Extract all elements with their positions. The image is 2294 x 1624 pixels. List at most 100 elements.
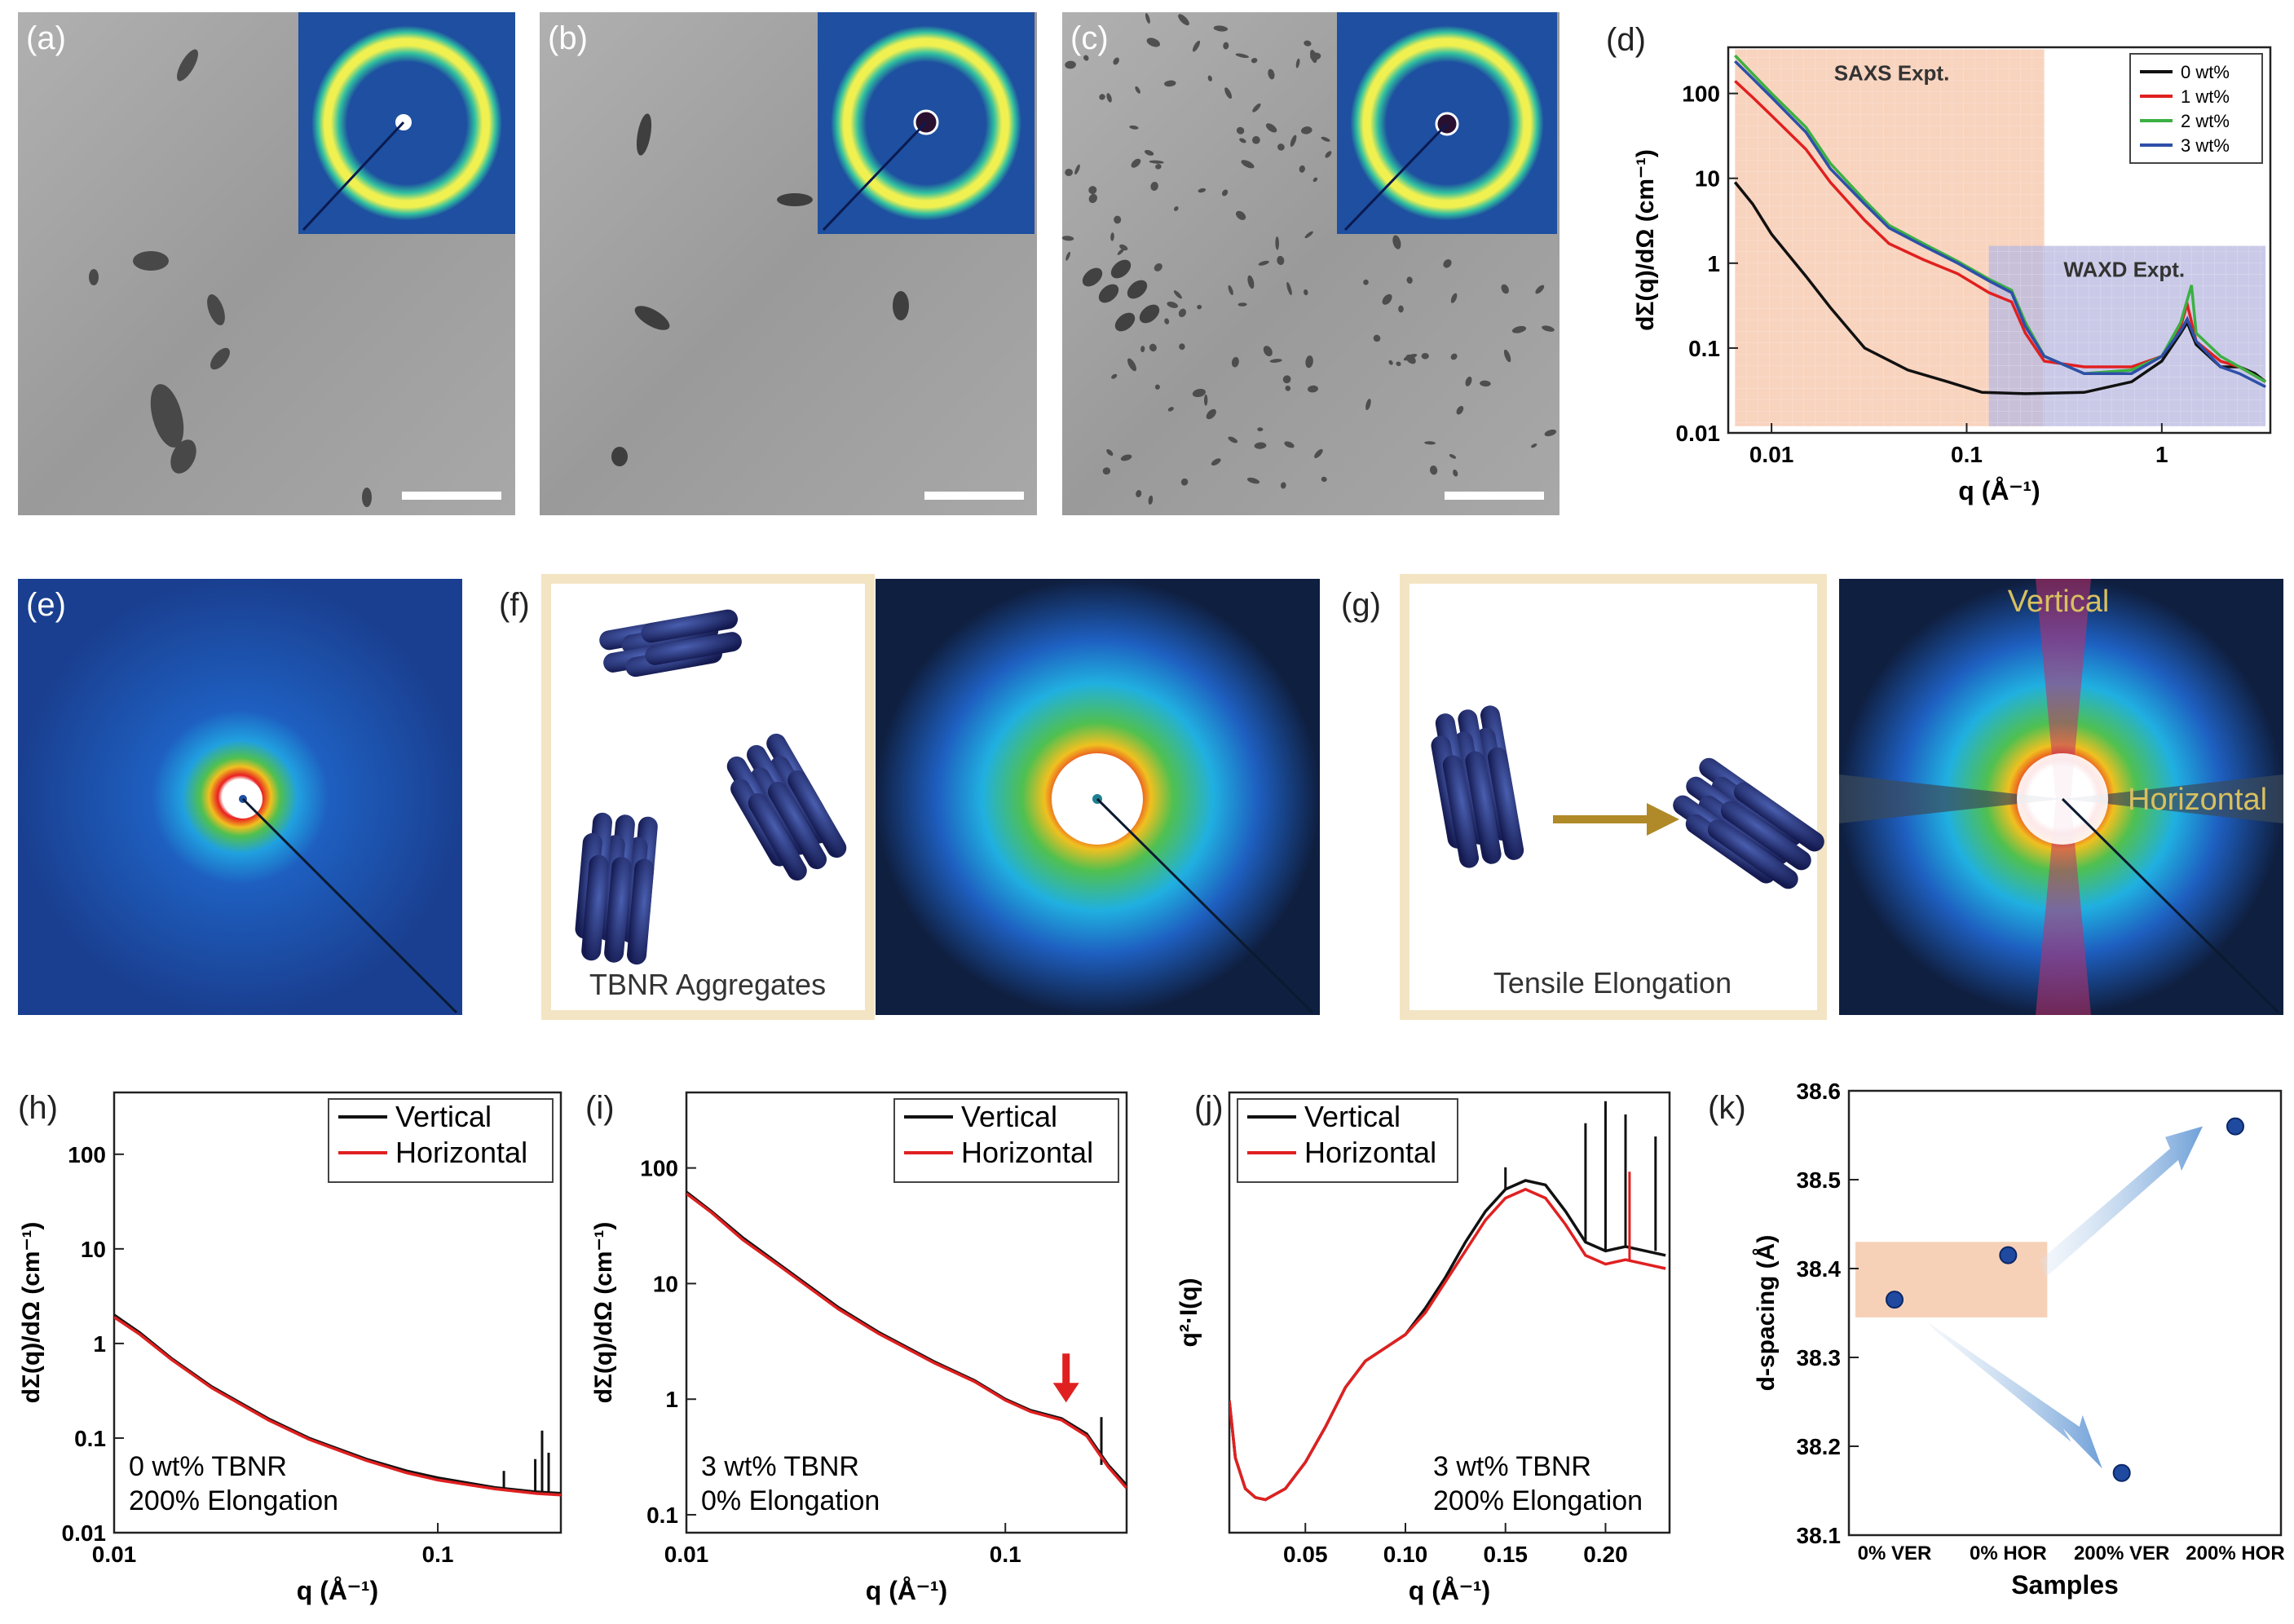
caption-tensile-elongation: Tensile Elongation	[1493, 966, 1732, 1000]
tem-particle	[1113, 57, 1119, 65]
trend-arrow-up	[2040, 1126, 2203, 1278]
tem-particle	[1140, 346, 1145, 353]
tem-particle	[1136, 490, 1142, 497]
tem-particle	[1388, 360, 1393, 365]
tem-particle	[1065, 251, 1070, 261]
tem-particle	[1450, 353, 1458, 360]
series-line-vertical	[686, 1190, 1127, 1486]
tem-particle	[1252, 135, 1260, 144]
tem-particles-a	[89, 49, 372, 507]
legend-label: Horizontal	[395, 1136, 527, 1169]
tem-particle	[1207, 75, 1212, 82]
tem-particle	[1131, 158, 1141, 168]
feature-arrow-head	[1052, 1383, 1079, 1403]
tem-particle	[1275, 236, 1280, 250]
tem-particle	[1239, 138, 1246, 143]
legend-label: 0 wt%	[2181, 62, 2230, 82]
tem-particle	[1406, 276, 1413, 284]
panel-label-j: (j)	[1194, 1090, 1224, 1126]
tem-particle	[1301, 126, 1312, 135]
legend-label: 1 wt%	[2181, 86, 2230, 107]
y-tick-label: 0.1	[1688, 336, 1720, 361]
tem-particle	[1197, 304, 1202, 310]
nanorod	[604, 857, 632, 963]
tem-particle	[1263, 346, 1273, 357]
tem-particle	[1392, 235, 1401, 249]
plot-frame	[1228, 1091, 1671, 1534]
panel-label-e: (e)	[26, 587, 66, 623]
tem-particles-b	[611, 113, 909, 466]
tem-particle	[1178, 308, 1186, 317]
y-axis-label: d-spacing (Å)	[1753, 1235, 1780, 1392]
y-tick-label: 1	[1707, 251, 1720, 276]
tem-aggregate	[1114, 312, 1136, 332]
annotation-text: 3 wt% TBNR	[701, 1451, 859, 1482]
plot-frame	[112, 1091, 562, 1534]
tem-particle	[1173, 290, 1182, 299]
trend-arrow-down	[1927, 1322, 2102, 1469]
tem-particle	[1277, 255, 1285, 266]
nanorod	[1720, 801, 1811, 871]
y-tick-label: 100	[640, 1156, 678, 1181]
y-tick-label: 0.1	[646, 1503, 678, 1528]
legend-box	[893, 1098, 1119, 1183]
series-line-horizontal	[114, 1316, 561, 1497]
scale-bar-b	[924, 492, 1024, 500]
x-tick-label: 0.1	[1951, 442, 1983, 467]
x-axis-label: q (Å⁻¹)	[1409, 1576, 1490, 1605]
scale-bar-c	[1445, 492, 1544, 500]
tem-particle	[1277, 143, 1285, 151]
tem-particle	[1284, 441, 1295, 448]
x-tick-label: 0.20	[1583, 1542, 1628, 1567]
y-tick-label: 10	[653, 1271, 678, 1296]
tem-particle	[1111, 373, 1118, 379]
x-tick-label: 0.15	[1483, 1542, 1528, 1567]
tem-particle	[1251, 58, 1258, 64]
x-category-label: 0% HOR	[1970, 1542, 2047, 1564]
beamstop-arm-f	[1096, 797, 1314, 1014]
caption-tbnr-aggregates: TBNR Aggregates	[589, 968, 826, 1001]
nanorod	[748, 792, 807, 881]
tem-particle	[1174, 206, 1179, 211]
x-tick-label: 1	[2155, 442, 2168, 467]
scale-bar-a	[402, 492, 501, 500]
tem-particle	[1222, 189, 1229, 196]
tem-particle	[1280, 482, 1286, 489]
tem-particle	[1286, 281, 1292, 296]
tem-particle	[1231, 356, 1239, 368]
tem-particle	[1061, 236, 1074, 241]
tem-particle	[1535, 285, 1545, 294]
tem-particle	[1429, 466, 1438, 475]
x-tick-label: 0.01	[92, 1542, 137, 1567]
legend-label: Vertical	[1304, 1100, 1401, 1133]
tem-particle	[1325, 151, 1332, 158]
y-tick-label: 38.2	[1797, 1434, 1842, 1459]
series-line-3-wt-	[1734, 60, 2266, 388]
tem-particle	[1241, 160, 1255, 169]
tensile-elongation-illustration	[1431, 705, 1824, 889]
label-horizontal: Horizontal	[2128, 783, 2267, 817]
beamstop-arm-a	[302, 121, 405, 232]
tem-particle	[1254, 442, 1267, 449]
plot-frame	[1847, 1089, 2283, 1537]
annotation-text: 0% Elongation	[701, 1485, 880, 1516]
tem-particle	[1198, 188, 1207, 193]
nanorod	[641, 609, 739, 643]
tem-particle	[1305, 355, 1313, 368]
elongation-arrow-head	[1647, 803, 1679, 836]
tem-particle	[1088, 193, 1097, 204]
tem-particle	[1321, 136, 1330, 142]
tem-particle	[1145, 13, 1150, 24]
annotation-text: 0 wt% TBNR	[129, 1451, 287, 1482]
region-label: WAXD Expt.	[2063, 258, 2185, 282]
tem-particle	[1164, 80, 1176, 87]
panel-label-f: (f)	[499, 587, 530, 623]
chart-d: (d) SAXS Expt. WAXD Expt. 0.01 0.1 1 0.01 0.1 1…	[1606, 22, 2272, 505]
tem-particle	[1211, 458, 1221, 466]
horizontal-sector-right	[2062, 774, 2283, 823]
region-label: SAXS Expt.	[1834, 61, 1950, 86]
y-tick-label: 100	[1682, 82, 1720, 107]
panel-b: (b)	[540, 12, 1037, 515]
tem-particle	[1236, 210, 1246, 220]
